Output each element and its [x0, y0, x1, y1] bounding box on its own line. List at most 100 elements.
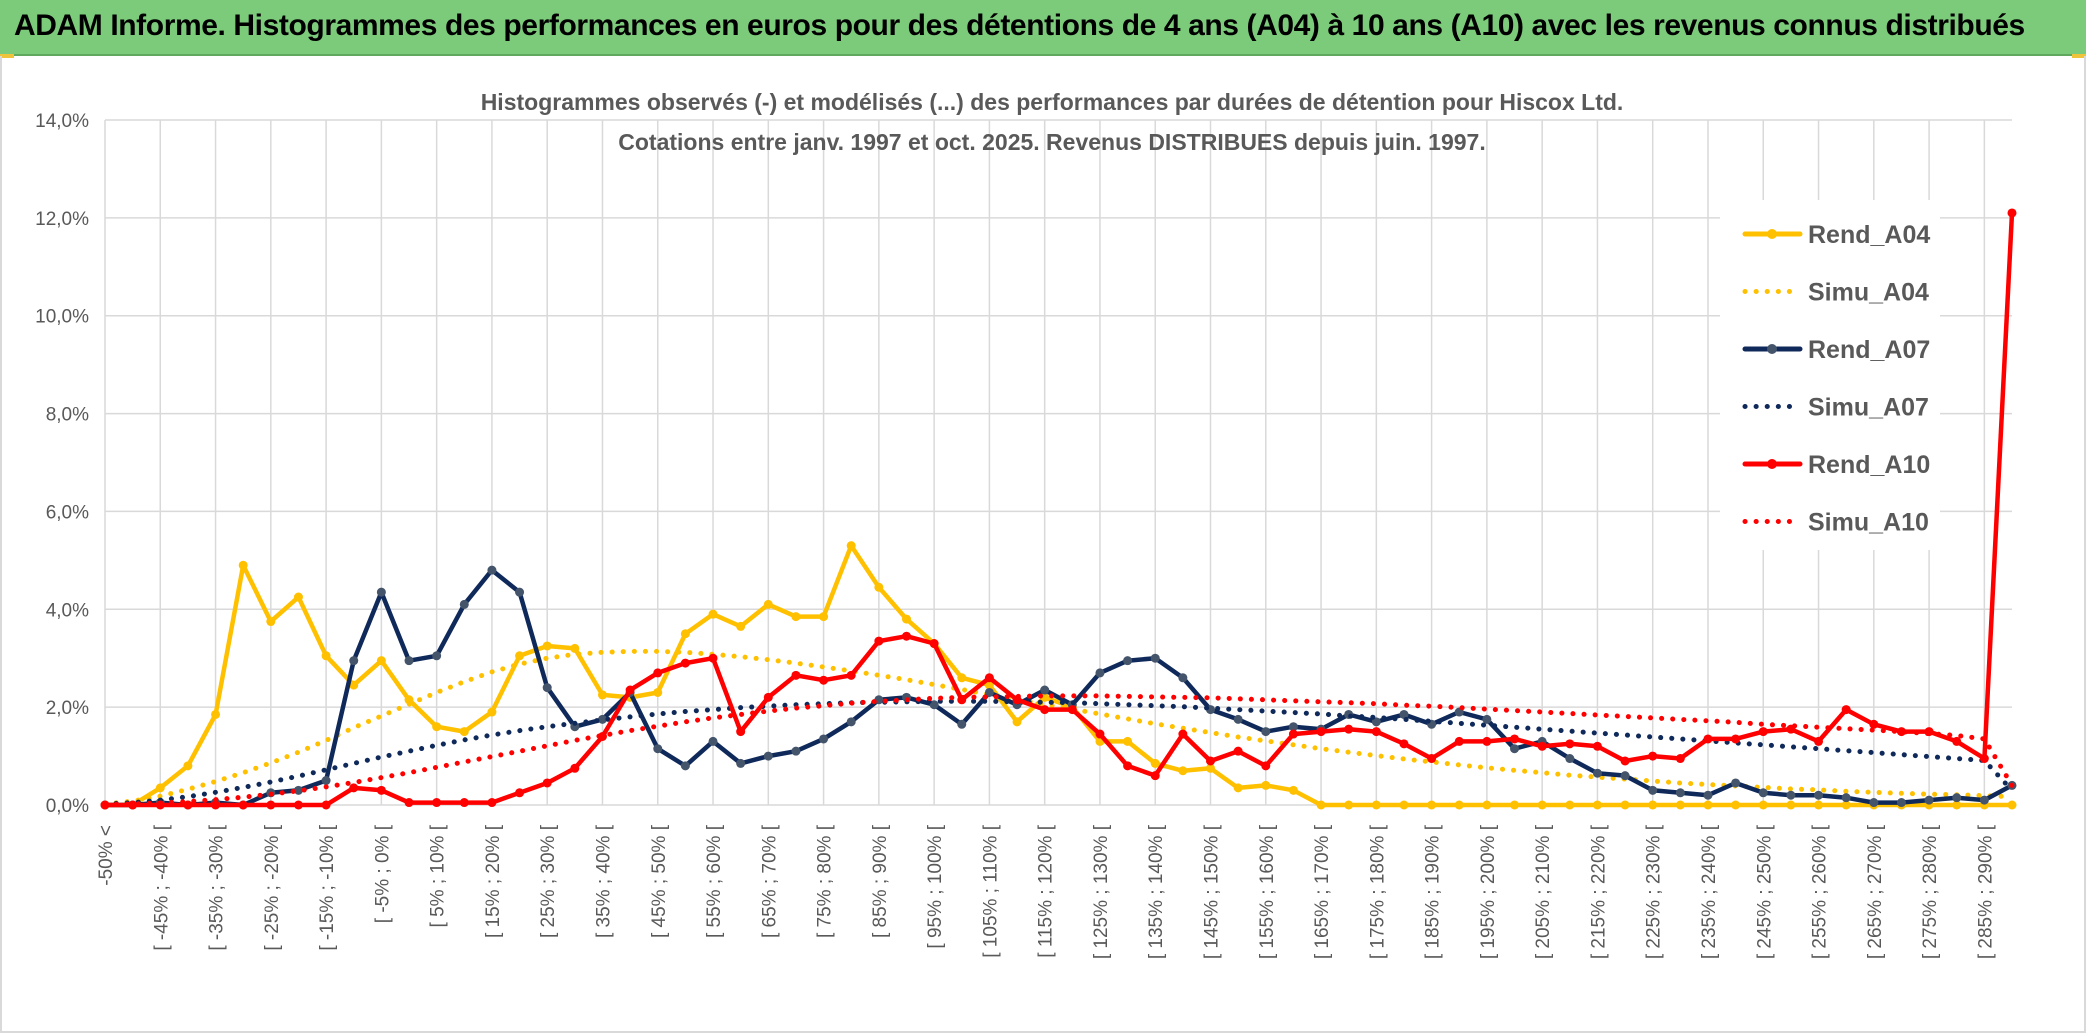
data-point-rend-a10 [1952, 736, 1962, 746]
data-point-rend-a10 [1510, 734, 1520, 744]
data-point-rend-a10 [2007, 208, 2017, 218]
data-point-rend-a04 [1703, 800, 1713, 810]
grid [104, 119, 2012, 806]
data-point-rend-a04 [763, 599, 773, 609]
data-point-rend-a04 [874, 582, 884, 592]
data-point-rend-a04 [1648, 800, 1658, 810]
legend-label-rend-a07: Rend_A07 [1808, 336, 1930, 364]
legend-marker [1767, 344, 1777, 354]
data-point-rend-a10 [1565, 739, 1575, 749]
chart-title-line-2: Cotations entre janv. 1997 et oct. 2025.… [618, 129, 1485, 155]
data-point-rend-a07 [1703, 790, 1713, 800]
data-point-rend-a04 [736, 621, 746, 631]
data-point-rend-a07 [984, 687, 994, 697]
x-tick-label: [ -15% ; -10% [ [317, 824, 338, 950]
data-point-rend-a10 [1261, 761, 1271, 771]
data-point-rend-a07 [321, 776, 331, 786]
data-point-rend-a07 [1510, 744, 1520, 754]
data-point-rend-a10 [1454, 736, 1464, 746]
data-point-rend-a10 [901, 631, 911, 641]
data-point-rend-a04 [570, 643, 580, 653]
legend-background [1720, 200, 1940, 550]
data-point-rend-a10 [570, 763, 580, 773]
data-point-rend-a07 [1758, 788, 1768, 798]
data-point-rend-a04 [376, 656, 386, 666]
x-tick-label: [ 265% ; 270% [ [1865, 824, 1886, 959]
data-point-rend-a10 [266, 800, 276, 810]
data-point-rend-a04 [597, 690, 607, 700]
data-point-rend-a07 [1592, 768, 1602, 778]
legend: Rend_A04 Simu_A04 Rend_A07 Simu_A07 Rend_A10… [1742, 221, 1930, 537]
data-point-rend-a04 [1565, 800, 1575, 810]
x-tick-label: [ 5% ; 10% [ [428, 824, 449, 927]
data-point-rend-a07 [1648, 785, 1658, 795]
data-point-rend-a10 [1040, 705, 1050, 715]
data-point-rend-a10 [1869, 719, 1879, 729]
data-point-rend-a07 [653, 744, 663, 754]
data-point-rend-a10 [1316, 727, 1326, 737]
data-point-rend-a07 [680, 761, 690, 771]
data-point-rend-a10 [846, 670, 856, 680]
data-point-rend-a10 [183, 800, 193, 810]
series-line-simu-a07 [102, 698, 2015, 807]
x-tick-label: [ 225% ; 230% [ [1644, 824, 1665, 959]
x-tick-label: [ 285% ; 290% [ [1975, 824, 1996, 959]
data-point-rend-a04 [901, 614, 911, 624]
series-line-rend-a10 [102, 210, 2015, 808]
data-point-rend-a10 [1344, 724, 1354, 734]
data-point-rend-a04 [155, 783, 165, 793]
data-point-rend-a04 [1675, 800, 1685, 810]
data-point-rend-a07 [1482, 714, 1492, 724]
series-group [100, 208, 2017, 810]
chart-title-line-1: Histogrammes observés (-) et modélisés (… [481, 89, 1624, 115]
data-point-rend-a04 [542, 641, 552, 651]
data-point-rend-a04 [819, 612, 829, 622]
data-point-rend-a07 [542, 683, 552, 693]
data-point-rend-a07 [1178, 673, 1188, 683]
x-tick-label: [ 105% ; 110% [ [980, 824, 1001, 957]
data-point-rend-a07 [1150, 653, 1160, 663]
data-point-rend-a10 [1095, 729, 1105, 739]
x-tick-label: [ 55% ; 60% [ [704, 824, 725, 938]
data-point-rend-a10 [1758, 727, 1768, 737]
chart-title-background [460, 82, 1620, 166]
data-point-rend-a04 [653, 687, 663, 697]
data-point-rend-a04 [680, 629, 690, 639]
data-point-rend-a04 [1731, 800, 1741, 810]
y-tick-label: 10,0% [35, 307, 89, 328]
data-point-rend-a10 [1178, 729, 1188, 739]
x-tick-label: -50% < [96, 825, 117, 886]
data-point-rend-a10 [1620, 756, 1630, 766]
data-point-rend-a04 [2007, 800, 2017, 810]
data-point-rend-a04 [266, 617, 276, 627]
series-line-rend-a04 [102, 543, 2015, 808]
data-point-rend-a10 [1371, 727, 1381, 737]
x-tick-label: [ 155% ; 160% [ [1257, 824, 1278, 959]
x-tick-label: [ 65% ; 70% [ [759, 824, 780, 938]
data-point-rend-a10 [1288, 729, 1298, 739]
data-point-rend-a04 [1814, 800, 1824, 810]
data-point-rend-a04 [293, 592, 303, 602]
data-point-rend-a10 [653, 668, 663, 678]
data-point-rend-a10 [874, 636, 884, 646]
x-tick-label: [ 165% ; 170% [ [1312, 824, 1333, 959]
data-point-rend-a10 [1150, 771, 1160, 781]
y-axis: 0,0% 2,0% 4,0% 6,0% 8,0% 10,0% 12,0% 14,0% [35, 111, 89, 817]
corner-marker-right [2072, 54, 2086, 58]
data-point-rend-a07 [1814, 790, 1824, 800]
data-point-rend-a04 [183, 761, 193, 771]
data-point-rend-a07 [459, 599, 469, 609]
data-point-rend-a10 [1399, 739, 1409, 749]
data-point-rend-a04 [1371, 800, 1381, 810]
legend-label-rend-a10: Rend_A10 [1808, 451, 1930, 479]
data-point-rend-a10 [128, 800, 138, 810]
chart-frame [0, 56, 2086, 1033]
data-point-rend-a07 [1675, 788, 1685, 798]
corner-marker-left [0, 54, 14, 58]
data-point-rend-a04 [1012, 717, 1022, 727]
data-point-rend-a10 [211, 800, 221, 810]
x-tick-label: [ 255% ; 260% [ [1810, 824, 1831, 959]
data-point-rend-a10 [376, 785, 386, 795]
data-point-rend-a04 [1482, 800, 1492, 810]
